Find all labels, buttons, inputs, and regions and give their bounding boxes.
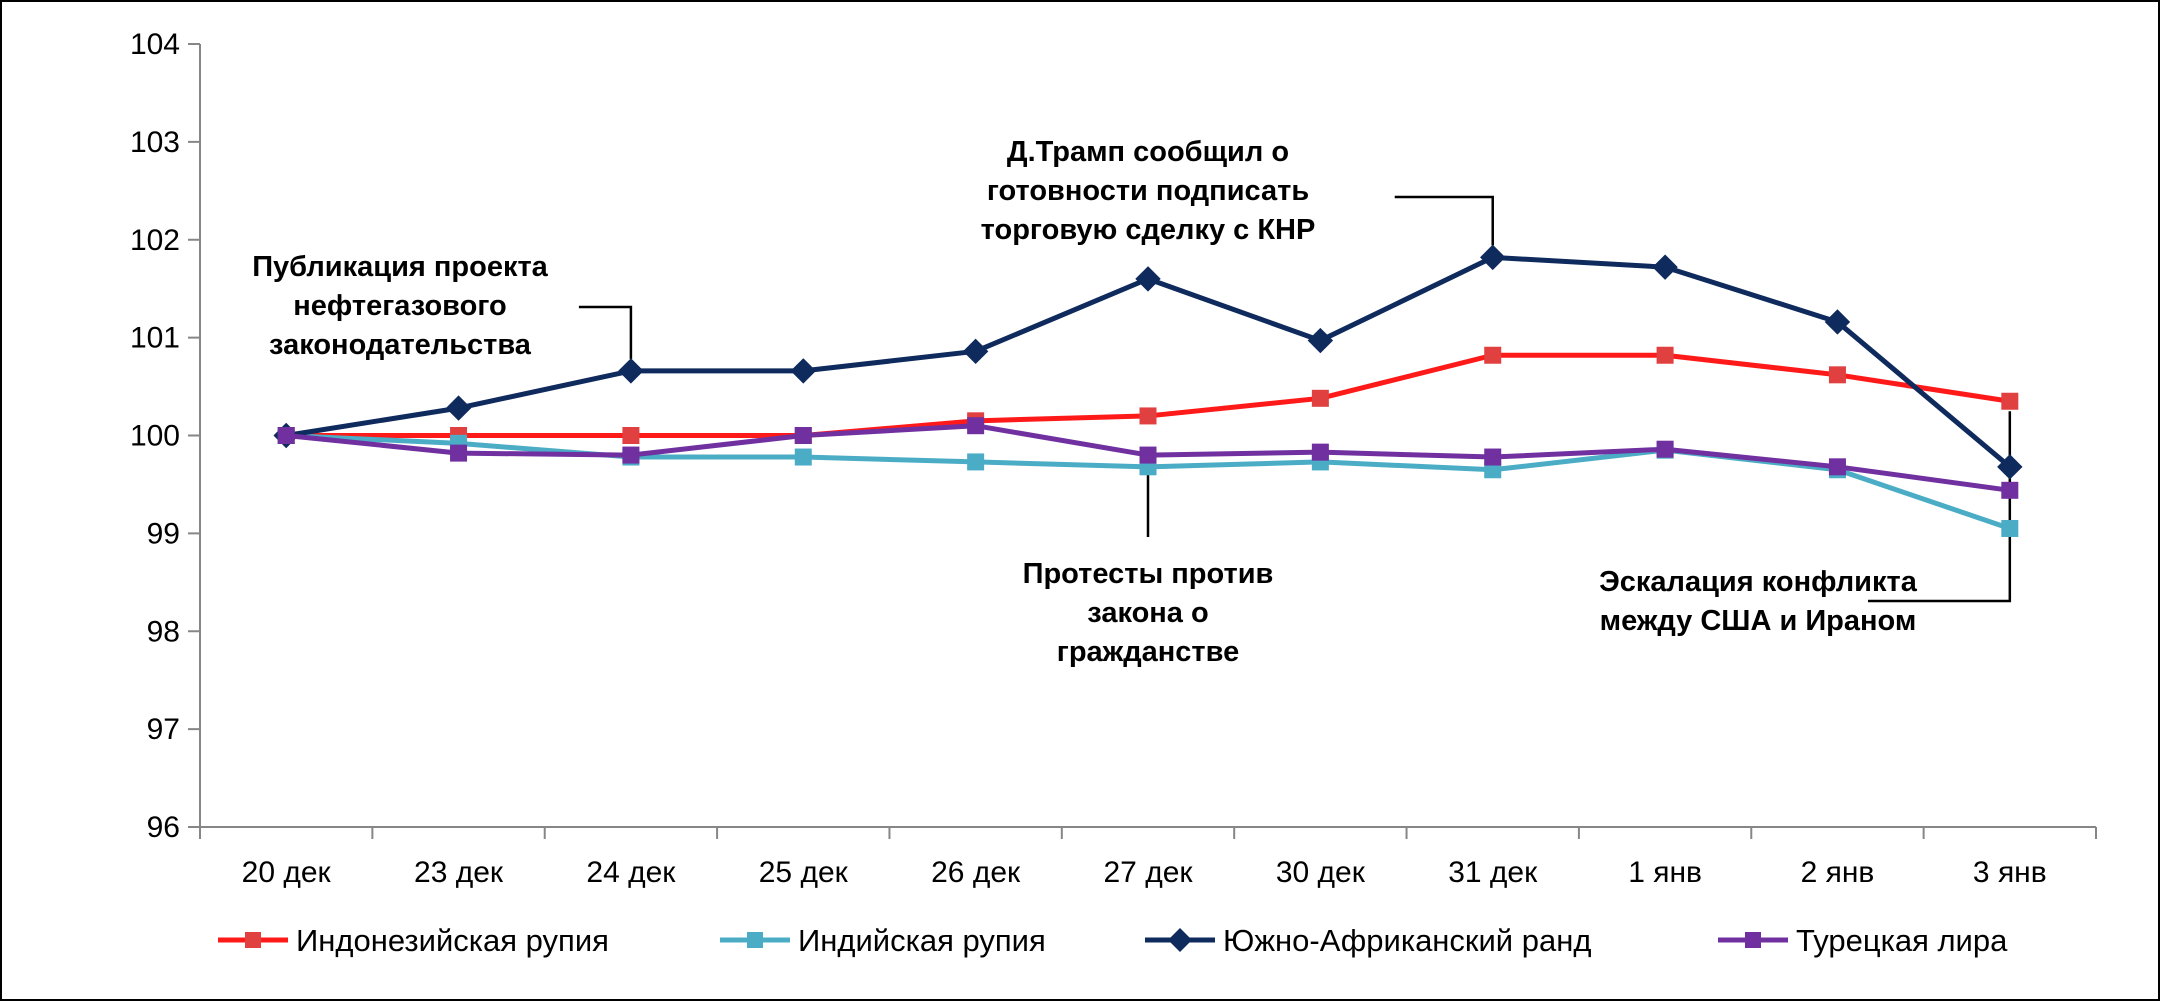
y-tick-label: 101 (130, 322, 180, 355)
x-tick-label: 30 дек (1276, 856, 1366, 889)
series-2 (273, 244, 2023, 480)
legend-item: Индонезийская рупия (218, 923, 609, 958)
data-point (794, 448, 812, 466)
legend-marker (747, 932, 763, 948)
data-point (1484, 448, 1502, 466)
x-tick-label: 20 дек (242, 856, 332, 889)
data-point (450, 444, 468, 462)
legend-item: Индийская рупия (720, 923, 1046, 958)
series-0 (277, 346, 2019, 444)
y-tick-label: 96 (147, 811, 180, 844)
y-tick-label: 97 (147, 713, 180, 746)
data-point (2001, 392, 2019, 410)
series-lines (273, 244, 2023, 537)
data-point (1139, 407, 1157, 425)
data-point (1484, 346, 1502, 364)
data-point (622, 427, 640, 444)
legend-label: Турецкая лира (1796, 923, 2008, 958)
x-tick-label: 2 янв (1801, 856, 1875, 889)
data-point (1656, 346, 1674, 364)
x-tick-label: 31 дек (1448, 856, 1538, 889)
x-tick-label: 27 дек (1103, 856, 1193, 889)
x-tick-label: 26 дек (931, 856, 1021, 889)
data-point (1139, 446, 1157, 464)
y-tick-label: 102 (130, 224, 180, 257)
y-axis-ticks: 96 97 98 99 100 101 102 103 104 (130, 28, 200, 844)
annotation-citizenship-protests: закона о (1087, 597, 1208, 629)
data-point (967, 453, 985, 471)
data-point (1307, 327, 1334, 354)
annotation-oil-gas-law: Публикация проекта (252, 251, 548, 283)
x-tick-label: 3 янв (1973, 856, 2047, 889)
annotation-callouts: Публикация проекта нефтегазового законодат… (252, 136, 2012, 668)
data-point (2001, 481, 2019, 499)
x-axis-ticks: 20 дек 23 дек 24 дек 25 дек 26 дек 27 дек 30 д… (199, 827, 2097, 889)
data-point (1997, 454, 2023, 480)
data-point (790, 358, 816, 384)
data-point (2001, 519, 2019, 537)
data-point (1652, 254, 1678, 280)
y-tick-label: 100 (130, 420, 180, 453)
x-tick-label: 23 дек (414, 856, 504, 889)
annotation-trump-trade-deal: Д.Трамп сообщил о (1007, 136, 1289, 168)
data-point (622, 446, 640, 464)
annotation-citizenship-protests: Протесты против (1023, 558, 1274, 590)
legend-label: Индонезийская рупия (296, 923, 609, 958)
data-point (794, 427, 812, 444)
data-point (1828, 366, 1846, 384)
legend-item: Турецкая лира (1718, 923, 2008, 958)
annotation-oil-gas-law: нефтегазового (293, 290, 507, 322)
x-tick-label: 24 дек (586, 856, 676, 889)
legend-marker (1745, 932, 1761, 948)
data-point (967, 417, 985, 435)
annotation-trump-trade-deal: торговую сделку с КНР (981, 214, 1316, 246)
data-point (277, 427, 295, 444)
data-point (1656, 440, 1674, 458)
series-3 (277, 417, 2019, 499)
y-tick-label: 103 (130, 126, 180, 159)
data-point (1311, 389, 1329, 407)
annotation-oil-gas-law: законодательства (269, 329, 532, 361)
data-point (1824, 309, 1851, 335)
data-point (962, 338, 989, 365)
legend: Индонезийская рупия Индийская рупия Южно-А… (218, 923, 2008, 958)
annotation-leader-line (578, 305, 633, 359)
legend-marker (245, 932, 261, 948)
legend-label: Индийская рупия (798, 923, 1046, 958)
data-point (1828, 458, 1846, 476)
annotation-trump-trade-deal: готовности подписать (987, 175, 1309, 207)
legend-marker (1168, 928, 1192, 952)
x-tick-label: 25 дек (759, 856, 849, 889)
annotation-citizenship-protests: гражданстве (1057, 636, 1239, 668)
data-point (1135, 266, 1161, 292)
annotation-leader-line (1394, 195, 1494, 246)
annotation-us-iran-conflict: между США и Ираном (1600, 605, 1917, 637)
data-point (445, 395, 472, 421)
data-point (618, 358, 644, 384)
data-point (1480, 244, 1506, 271)
data-point (1311, 443, 1329, 461)
x-tick-label: 1 янв (1628, 856, 1702, 889)
legend-label: Южно-Африканский ранд (1223, 923, 1591, 958)
legend-item: Южно-Африканский ранд (1145, 923, 1591, 958)
y-tick-label: 98 (147, 615, 180, 648)
annotation-us-iran-conflict: Эскалация конфликта (1599, 566, 1918, 598)
y-tick-label: 99 (147, 517, 180, 550)
y-tick-label: 104 (130, 28, 180, 61)
